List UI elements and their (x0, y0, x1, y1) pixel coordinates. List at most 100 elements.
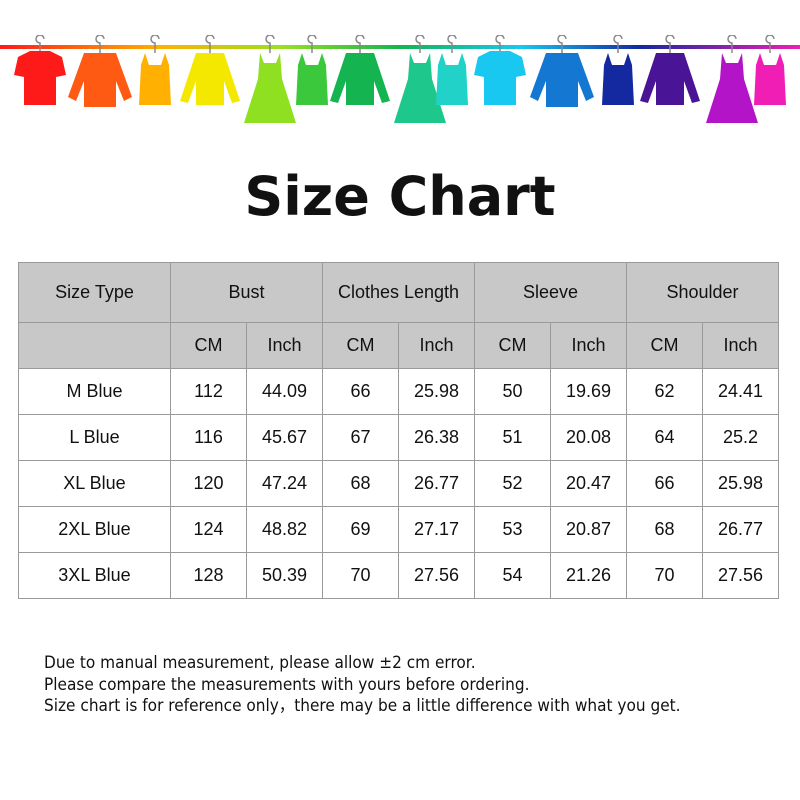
measurement-cell: 51 (474, 414, 551, 461)
hanger-icon (35, 35, 45, 53)
sweater-garment-icon (180, 53, 240, 105)
measurement-cell: 70 (322, 552, 399, 599)
header-unit: Inch (398, 322, 475, 369)
header-size-type: Size Type (18, 262, 171, 323)
dress-garment-icon (706, 53, 758, 123)
hanger-icon (665, 35, 675, 53)
tank-garment-icon (436, 53, 468, 105)
measurement-cell: 20.47 (550, 460, 627, 507)
measurement-cell: 26.77 (702, 506, 779, 553)
hanger-icon (447, 35, 457, 53)
measurement-cell: 54 (474, 552, 551, 599)
header-unit: Inch (702, 322, 779, 369)
measurement-cell: 67 (322, 414, 399, 461)
measurement-cell: 120 (170, 460, 247, 507)
hanger-icon (727, 35, 737, 53)
measurement-cell: 19.69 (550, 368, 627, 415)
clothes-rod (0, 45, 800, 49)
hanger-icon (95, 35, 105, 53)
size-type-cell: 2XL Blue (18, 506, 171, 553)
header-bust: Bust (170, 262, 323, 323)
size-type-cell: XL Blue (18, 460, 171, 507)
note-line: Size chart is for reference only，there m… (44, 696, 681, 715)
table-row: M Blue 112 44.09 66 25.98 50 19.69 62 24.41 (18, 368, 779, 415)
shirt-garment-icon (68, 53, 132, 107)
measurement-cell: 25.2 (702, 414, 779, 461)
size-chart-table: Size Type Bust Clothes Length Sleeve Sho… (18, 262, 779, 599)
measurement-cell: 52 (474, 460, 551, 507)
hanger-icon (765, 35, 775, 53)
measurement-cell: 27.56 (702, 552, 779, 599)
shirt-garment-icon (530, 53, 594, 107)
dress-garment-icon (394, 53, 446, 123)
measurement-cell: 21.26 (550, 552, 627, 599)
header-unit: CM (626, 322, 703, 369)
hanger-icon (415, 35, 425, 53)
header-unit: CM (474, 322, 551, 369)
measurement-cell: 66 (322, 368, 399, 415)
measurement-cell: 26.77 (398, 460, 475, 507)
table-row: XL Blue 120 47.24 68 26.77 52 20.47 66 25.98 (18, 460, 779, 507)
header-unit: CM (170, 322, 247, 369)
header-blank (18, 322, 171, 369)
measurement-cell: 68 (322, 460, 399, 507)
measurement-cell: 20.87 (550, 506, 627, 553)
measurement-cell: 50 (474, 368, 551, 415)
hanger-icon (205, 35, 215, 53)
tee-garment-icon (14, 51, 66, 105)
unit-row: CM Inch CM Inch CM Inch CM Inch (18, 322, 779, 369)
hanger-icon (265, 35, 275, 53)
measurement-cell: 62 (626, 368, 703, 415)
hanger-icon (307, 35, 317, 53)
header-row: Size Type Bust Clothes Length Sleeve Sho… (18, 262, 779, 323)
tank-garment-icon (754, 53, 786, 105)
measurement-cell: 25.98 (398, 368, 475, 415)
header-unit: CM (322, 322, 399, 369)
measurement-cell: 69 (322, 506, 399, 553)
measurement-cell: 45.67 (246, 414, 323, 461)
hanger-icon (613, 35, 623, 53)
measurement-cell: 70 (626, 552, 703, 599)
size-type-cell: M Blue (18, 368, 171, 415)
measurement-cell: 66 (626, 460, 703, 507)
measurement-cell: 64 (626, 414, 703, 461)
hanger-icon (355, 35, 365, 53)
measurement-cell: 27.17 (398, 506, 475, 553)
page-title: Size Chart (244, 165, 556, 228)
measurement-cell: 112 (170, 368, 247, 415)
measurement-cell: 24.41 (702, 368, 779, 415)
table-row: 3XL Blue 128 50.39 70 27.56 54 21.26 70 27.56 (18, 552, 779, 599)
size-type-cell: 3XL Blue (18, 552, 171, 599)
measurement-cell: 44.09 (246, 368, 323, 415)
header-unit: Inch (550, 322, 627, 369)
notes: Due to manual measurement, please allow … (44, 652, 681, 717)
measurement-cell: 50.39 (246, 552, 323, 599)
table-row: L Blue 116 45.67 67 26.38 51 20.08 64 25.2 (18, 414, 779, 461)
measurement-cell: 124 (170, 506, 247, 553)
sweater-garment-icon (640, 53, 700, 105)
measurement-cell: 26.38 (398, 414, 475, 461)
hanger-icon (495, 35, 505, 53)
tee-garment-icon (474, 51, 526, 105)
measurement-cell: 48.82 (246, 506, 323, 553)
tank-garment-icon (602, 53, 634, 105)
note-line: Please compare the measurements with you… (44, 674, 530, 694)
table-row: 2XL Blue 124 48.82 69 27.17 53 20.87 68 26.77 (18, 506, 779, 553)
measurement-cell: 25.98 (702, 460, 779, 507)
dress-garment-icon (244, 53, 296, 123)
hanging-clothes-banner (0, 35, 800, 123)
sweater-garment-icon (330, 53, 390, 105)
hanger-icon (557, 35, 567, 53)
measurement-cell: 27.56 (398, 552, 475, 599)
hanger-icon (150, 35, 160, 53)
measurement-cell: 47.24 (246, 460, 323, 507)
note-line: Due to manual measurement, please allow … (44, 653, 476, 672)
header-unit: Inch (246, 322, 323, 369)
measurement-cell: 116 (170, 414, 247, 461)
header-shoulder: Shoulder (626, 262, 779, 323)
measurement-cell: 53 (474, 506, 551, 553)
size-type-cell: L Blue (18, 414, 171, 461)
measurement-cell: 128 (170, 552, 247, 599)
header-sleeve: Sleeve (474, 262, 627, 323)
tank-garment-icon (139, 53, 171, 105)
